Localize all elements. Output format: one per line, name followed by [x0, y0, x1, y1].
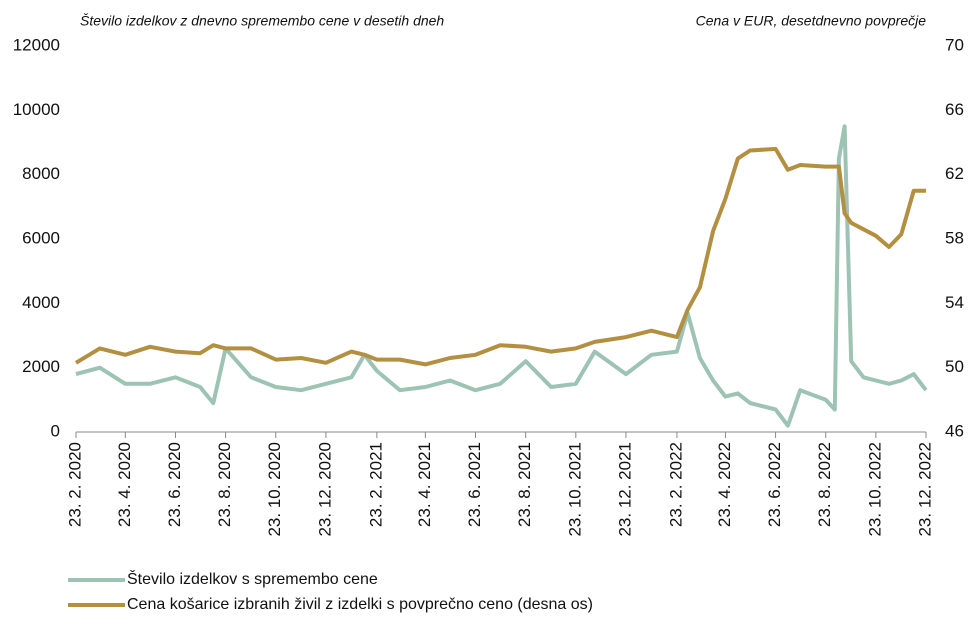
- x-tick-label: 23. 6. 2022: [765, 442, 784, 527]
- y-tick-label: 0: [51, 421, 60, 440]
- legend-label: Število izdelkov s spremembo cene: [127, 569, 378, 588]
- y-tick-label: 10000: [13, 100, 60, 119]
- series-line: [74, 146, 926, 367]
- y-tick-label: 2000: [22, 357, 60, 376]
- y2-axis-title: Cena v EUR, desetdnevno povprečje: [696, 13, 927, 29]
- x-tick-label: 23. 4. 2020: [115, 442, 134, 527]
- x-tick-label: 23. 10. 2022: [865, 442, 884, 537]
- y2-tick-label: 46: [945, 421, 964, 440]
- y-tick-label: 8000: [22, 164, 60, 183]
- x-tick-label: 23. 12. 2021: [615, 442, 634, 537]
- y-axis-title: Število izdelkov z dnevno spremembo cene…: [80, 13, 444, 29]
- x-tick-label: 23. 10. 2020: [265, 442, 284, 537]
- x-tick-label: 23. 2. 2020: [65, 442, 84, 527]
- y2-tick-label: 50: [945, 357, 964, 376]
- x-tick-label: 23. 4. 2021: [415, 442, 434, 527]
- x-tick-label: 23. 10. 2021: [565, 442, 584, 537]
- y-tick-label: 12000: [13, 35, 60, 54]
- x-tick-label: 23. 12. 2020: [315, 442, 334, 537]
- y2-tick-label: 62: [945, 164, 964, 183]
- x-tick-label: 23. 12. 2022: [915, 442, 934, 537]
- y2-tick-label: 70: [945, 35, 964, 54]
- legend-label: Cena košarice izbranih živil z izdelki s…: [127, 596, 593, 613]
- y2-tick-label: 58: [945, 228, 964, 247]
- x-tick-label: 23. 4. 2022: [715, 442, 734, 527]
- x-tick-label: 23. 8. 2020: [215, 442, 234, 527]
- x-tick-label: 23. 2. 2021: [366, 442, 385, 527]
- x-tick-label: 23. 6. 2021: [465, 442, 484, 527]
- series-line: [75, 124, 928, 428]
- y-tick-label: 6000: [22, 228, 60, 247]
- y-tick-label: 4000: [22, 293, 60, 312]
- y2-tick-label: 66: [945, 100, 964, 119]
- x-tick-label: 23. 2. 2022: [666, 442, 685, 527]
- y2-tick-label: 54: [945, 293, 964, 312]
- x-tick-label: 23. 8. 2021: [515, 442, 534, 527]
- x-tick-label: 23. 6. 2020: [165, 442, 184, 527]
- x-tick-label: 23. 8. 2022: [815, 442, 834, 527]
